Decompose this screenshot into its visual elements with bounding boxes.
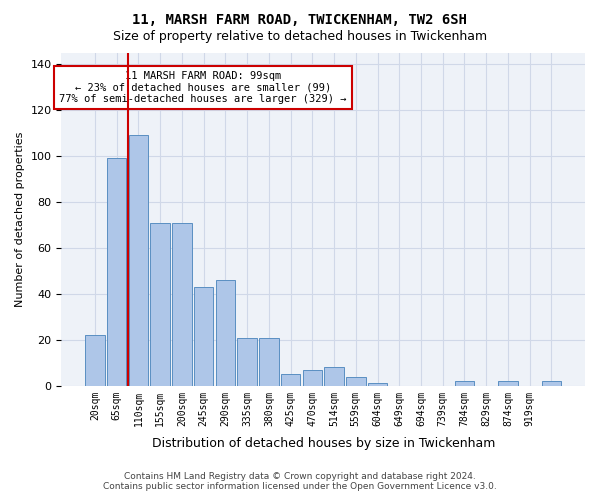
- Bar: [259, 338, 278, 386]
- Bar: [238, 338, 257, 386]
- Bar: [85, 335, 105, 386]
- Bar: [324, 368, 344, 386]
- Bar: [498, 381, 518, 386]
- Bar: [194, 287, 214, 386]
- Bar: [151, 222, 170, 386]
- Y-axis label: Number of detached properties: Number of detached properties: [15, 132, 25, 307]
- Bar: [346, 376, 365, 386]
- Bar: [107, 158, 127, 386]
- Bar: [215, 280, 235, 386]
- Text: Size of property relative to detached houses in Twickenham: Size of property relative to detached ho…: [113, 30, 487, 43]
- Text: 11, MARSH FARM ROAD, TWICKENHAM, TW2 6SH: 11, MARSH FARM ROAD, TWICKENHAM, TW2 6SH: [133, 12, 467, 26]
- Bar: [455, 381, 474, 386]
- Text: 11 MARSH FARM ROAD: 99sqm
← 23% of detached houses are smaller (99)
77% of semi-: 11 MARSH FARM ROAD: 99sqm ← 23% of detac…: [59, 71, 347, 104]
- X-axis label: Distribution of detached houses by size in Twickenham: Distribution of detached houses by size …: [152, 437, 495, 450]
- Bar: [172, 222, 192, 386]
- Bar: [281, 374, 301, 386]
- Bar: [128, 135, 148, 386]
- Bar: [542, 381, 561, 386]
- Bar: [302, 370, 322, 386]
- Bar: [368, 384, 388, 386]
- Text: Contains HM Land Registry data © Crown copyright and database right 2024.
Contai: Contains HM Land Registry data © Crown c…: [103, 472, 497, 491]
